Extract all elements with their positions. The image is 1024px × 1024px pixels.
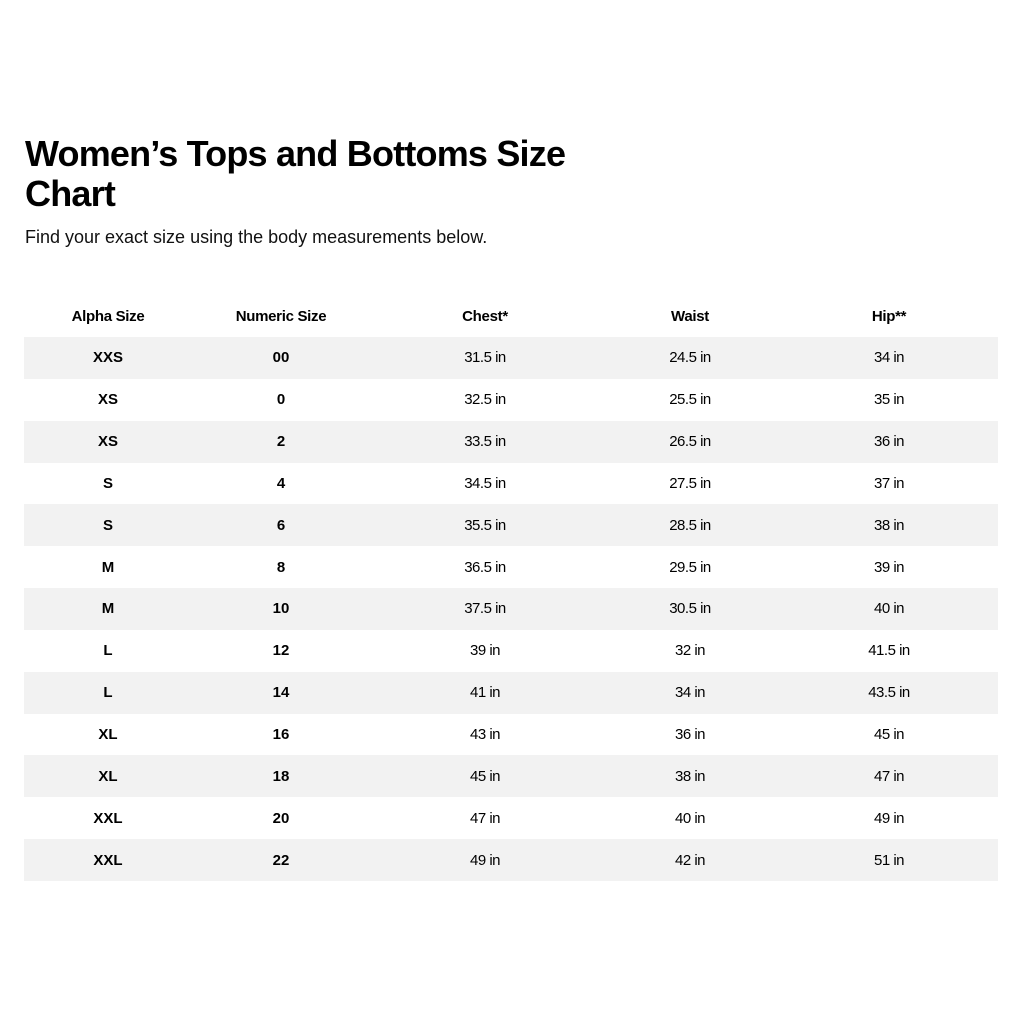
size-chart-table: Alpha Size Numeric Size Chest* Waist Hip… bbox=[24, 296, 998, 881]
cell-hip: 49 in bbox=[873, 809, 905, 827]
cell-numeric-size: 8 bbox=[276, 558, 286, 576]
cell-chest: 45 in bbox=[469, 767, 501, 785]
cell-alpha-size: XS bbox=[97, 433, 118, 451]
cell-hip: 41.5 in bbox=[868, 642, 910, 660]
table-row: L 12 39 in 32 in 41.5 in bbox=[24, 630, 998, 672]
cell-alpha-size: S bbox=[102, 474, 113, 492]
header-numeric-size: Numeric Size bbox=[235, 308, 327, 325]
cell-alpha-size: S bbox=[102, 516, 113, 534]
cell-waist: 25.5 in bbox=[669, 391, 711, 409]
cell-alpha-size: M bbox=[101, 600, 115, 618]
page-subtitle: Find your exact size using the body meas… bbox=[25, 227, 488, 247]
cell-waist: 29.5 in bbox=[669, 558, 711, 576]
cell-waist: 34 in bbox=[674, 684, 706, 702]
cell-hip: 40 in bbox=[873, 600, 905, 618]
cell-numeric-size: 22 bbox=[272, 851, 290, 869]
cell-alpha-size: L bbox=[103, 684, 113, 702]
cell-hip: 47 in bbox=[873, 767, 905, 785]
cell-waist: 42 in bbox=[674, 851, 706, 869]
cell-chest: 34.5 in bbox=[464, 474, 506, 492]
cell-numeric-size: 0 bbox=[276, 391, 286, 409]
cell-numeric-size: 4 bbox=[276, 474, 286, 492]
cell-alpha-size: XXL bbox=[93, 851, 123, 869]
cell-chest: 39 in bbox=[469, 642, 501, 660]
cell-chest: 49 in bbox=[469, 851, 501, 869]
cell-chest: 43 in bbox=[469, 726, 501, 744]
cell-numeric-size: 18 bbox=[272, 767, 290, 785]
cell-alpha-size: L bbox=[103, 642, 113, 660]
table-row: S 4 34.5 in 27.5 in 37 in bbox=[24, 463, 998, 505]
cell-waist: 32 in bbox=[674, 642, 706, 660]
cell-hip: 45 in bbox=[873, 726, 905, 744]
cell-numeric-size: 6 bbox=[276, 516, 286, 534]
cell-alpha-size: XS bbox=[97, 391, 118, 409]
cell-numeric-size: 12 bbox=[272, 642, 290, 660]
cell-waist: 38 in bbox=[674, 767, 706, 785]
cell-alpha-size: XL bbox=[98, 767, 118, 785]
cell-waist: 26.5 in bbox=[669, 433, 711, 451]
table-row: L 14 41 in 34 in 43.5 in bbox=[24, 671, 998, 714]
cell-alpha-size: XXL bbox=[93, 809, 123, 827]
header-alpha-size: Alpha Size bbox=[71, 308, 145, 325]
table-row: M 8 36.5 in 29.5 in 39 in bbox=[24, 546, 998, 588]
table-row: M 10 37.5 in 30.5 in 40 in bbox=[24, 588, 998, 630]
table-row: XL 16 43 in 36 in 45 in bbox=[24, 714, 998, 756]
header-waist: Waist bbox=[671, 308, 709, 325]
table-header-row: Alpha Size Numeric Size Chest* Waist Hip… bbox=[24, 296, 998, 337]
cell-hip: 35 in bbox=[873, 391, 905, 409]
cell-chest: 47 in bbox=[469, 809, 501, 827]
cell-chest: 33.5 in bbox=[464, 433, 506, 451]
table-row: XXL 22 49 in 42 in 51 in bbox=[24, 839, 998, 881]
cell-hip: 34 in bbox=[873, 349, 905, 367]
table-row: XS 2 33.5 in 26.5 in 36 in bbox=[24, 420, 998, 463]
cell-numeric-size: 10 bbox=[272, 600, 290, 618]
table-row: XL 18 45 in 38 in 47 in bbox=[24, 755, 998, 798]
cell-numeric-size: 20 bbox=[272, 809, 290, 827]
cell-hip: 39 in bbox=[873, 558, 905, 576]
cell-waist: 28.5 in bbox=[669, 516, 711, 534]
cell-waist: 24.5 in bbox=[669, 349, 711, 367]
cell-waist: 27.5 in bbox=[669, 474, 711, 492]
cell-numeric-size: 16 bbox=[272, 726, 290, 744]
header-hip: Hip** bbox=[871, 308, 907, 325]
cell-hip: 37 in bbox=[873, 474, 905, 492]
cell-chest: 41 in bbox=[469, 684, 501, 702]
table-row: XS 0 32.5 in 25.5 in 35 in bbox=[24, 379, 998, 421]
cell-numeric-size: 14 bbox=[272, 684, 290, 702]
cell-chest: 32.5 in bbox=[464, 391, 506, 409]
cell-waist: 36 in bbox=[674, 726, 706, 744]
cell-waist: 40 in bbox=[674, 809, 706, 827]
page-title: Women’s Tops and Bottoms Size Chart bbox=[25, 133, 566, 214]
table-row: XXS 00 31.5 in 24.5 in 34 in bbox=[24, 337, 998, 379]
cell-hip: 51 in bbox=[873, 851, 905, 869]
cell-chest: 36.5 in bbox=[464, 558, 506, 576]
cell-chest: 37.5 in bbox=[464, 600, 506, 618]
cell-hip: 43.5 in bbox=[868, 684, 910, 702]
cell-alpha-size: XXS bbox=[92, 349, 123, 367]
cell-hip: 36 in bbox=[873, 433, 905, 451]
cell-chest: 31.5 in bbox=[464, 349, 506, 367]
table-row: S 6 35.5 in 28.5 in 38 in bbox=[24, 504, 998, 547]
header-chest: Chest* bbox=[462, 308, 508, 325]
cell-hip: 38 in bbox=[873, 516, 905, 534]
cell-numeric-size: 2 bbox=[276, 433, 286, 451]
cell-alpha-size: M bbox=[101, 558, 115, 576]
table-row: XXL 20 47 in 40 in 49 in bbox=[24, 797, 998, 839]
cell-alpha-size: XL bbox=[98, 726, 118, 744]
cell-waist: 30.5 in bbox=[669, 600, 711, 618]
cell-numeric-size: 00 bbox=[272, 349, 290, 367]
cell-chest: 35.5 in bbox=[464, 516, 506, 534]
